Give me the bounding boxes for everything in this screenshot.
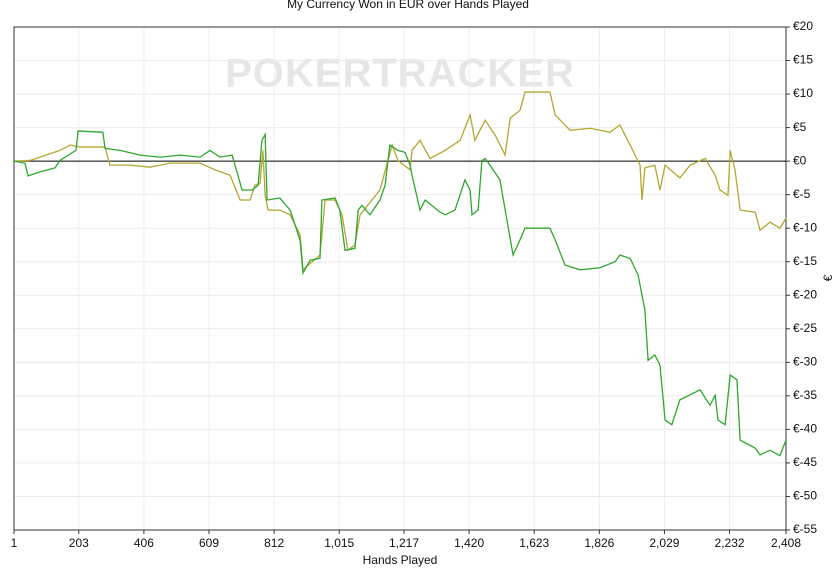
x-tick-label: 1 [11, 536, 18, 550]
x-tick-label: 1,826 [584, 536, 614, 550]
y-tick-label: €20 [793, 19, 813, 33]
y-tick-label: €-30 [793, 355, 817, 369]
x-tick-label: 406 [134, 536, 154, 550]
x-tick-label: 2,232 [715, 536, 745, 550]
watermark: POKERTRACKER [225, 52, 575, 96]
x-tick-label: 1,217 [389, 536, 419, 550]
x-axis-label: Hands Played [363, 553, 438, 567]
chart-title: My Currency Won in EUR over Hands Played [287, 0, 529, 11]
x-tick-label: 2,029 [649, 536, 679, 550]
y-tick-label: €15 [793, 53, 813, 67]
y-tick-label: €-5 [793, 187, 811, 201]
y-tick-label: €-35 [793, 388, 817, 402]
y-tick-label: €-25 [793, 321, 817, 335]
y-tick-label: €10 [793, 86, 813, 100]
y-tick-label: €-55 [793, 522, 817, 536]
x-tick-label: 2,408 [771, 536, 801, 550]
x-tick-label: 812 [264, 536, 284, 550]
y-tick-label: €5 [793, 120, 807, 134]
plot-frame [13, 26, 787, 531]
series-line [13, 130, 787, 457]
y-tick-label: €-50 [793, 489, 817, 503]
x-tick-label: 1,015 [324, 536, 354, 550]
y-tick-label: €-20 [793, 287, 817, 301]
y-tick-label: €-45 [793, 455, 817, 469]
x-tick-label: 203 [69, 536, 89, 550]
x-tick-label: 609 [199, 536, 219, 550]
y-tick-label: €-40 [793, 422, 817, 436]
y-tick-label: €-15 [793, 254, 817, 268]
x-tick-label: 1,420 [454, 536, 484, 550]
y-axis-label: € [821, 274, 835, 281]
x-tick-label: 1,623 [519, 536, 549, 550]
series-line [13, 91, 787, 272]
y-tick-label: €-10 [793, 220, 817, 234]
y-tick-label: €0 [793, 153, 807, 167]
